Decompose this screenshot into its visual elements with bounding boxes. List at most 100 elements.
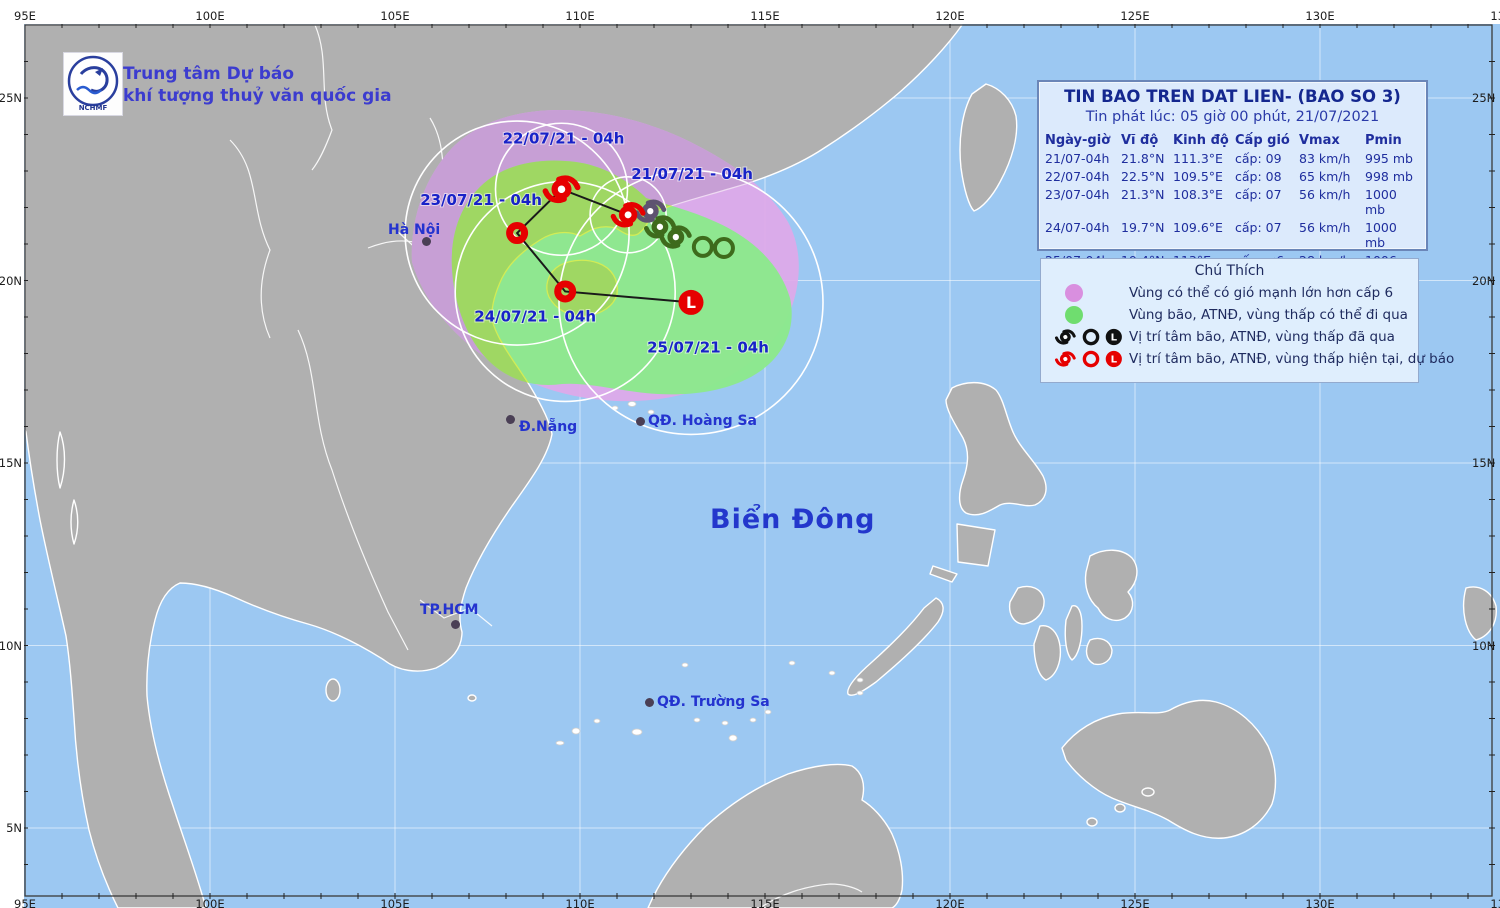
axis-label: 115E [750,897,780,908]
table-cell: 108.3°E [1173,187,1223,202]
table-cell: 109.5°E [1173,169,1223,184]
label-hoang-sa: QĐ. Hoàng Sa [648,413,757,429]
passage-area-icon [1065,306,1083,324]
agency-name-line2: khí tượng thuỷ văn quốc gia [123,86,392,106]
axis-label: 100E [195,9,225,23]
legend-item: Vùng bão, ATNĐ, vùng thấp có thể đi qua [1047,304,1412,326]
table-cell: 22/07-04h [1045,169,1110,184]
forecast-date-label: 24/07/21 - 04h [474,307,596,325]
forecast-date-label: 25/07/21 - 04h [647,338,769,356]
label-truong-sa: QĐ. Trường Sa [657,694,770,710]
left-margin [0,0,24,908]
axis-label: 95E [14,897,36,908]
typhoon-icon [1054,351,1076,367]
low-pressure-icon: L [1105,328,1122,346]
map-frame [24,24,1493,897]
legend-symbol: L [1047,326,1129,348]
typhoon-icon [634,199,667,223]
table-cell: 65 km/h [1299,169,1351,184]
wind-radius-circle [558,169,824,436]
table-cell: 19.7°N [1121,220,1165,235]
agency-name-line1: Trung tâm Dự báo [123,64,295,84]
nchmf-emblem-icon: NCHMF [67,55,119,112]
storm-ring-icon [712,237,735,260]
axis-label: 105E [380,897,410,908]
low-pressure-icon: L [678,289,704,315]
table-cell: 998 mb [1365,169,1413,184]
axis-label: 25N [0,91,22,105]
svg-text:L: L [1111,333,1118,344]
table-cell: 83 km/h [1299,151,1351,166]
city-marker-danang [506,415,515,424]
legend-label: Vùng có thể có gió mạnh lớn hơn cấp 6 [1129,285,1394,301]
axis-label: 25N [1472,91,1496,105]
top-margin [0,0,1500,24]
table-cell: 21.8°N [1121,151,1165,166]
wind-radius-circle [404,120,630,346]
legend-title: Chú Thích [1194,263,1265,279]
table-cell: cấp: 07 [1235,220,1282,235]
axis-label: 10N [0,638,22,653]
table-cell: cấp: 09 [1235,151,1282,166]
table-cell: cấp: 08 [1235,169,1282,184]
agency-name: Trung tâm Dự báo khí tượng thuỷ văn quốc… [123,63,392,107]
axis-label: 110E [565,9,595,23]
axis-label: 20N [1472,273,1496,288]
storm-track-layer: L 21/07/21 - 04h 22/07/21 - 04h 23/07/21 - … [404,120,824,436]
legend-symbol [1047,306,1129,324]
storm-ring-icon [554,280,577,303]
legend-symbol: L [1047,348,1129,370]
axis-label: 15N [1472,456,1496,470]
typhoon-icon [659,225,692,249]
storm-info-issued: Tin phát lúc: 05 giờ 00 phút, 21/07/2021 [1085,109,1380,125]
table-cell: 109.6°E [1173,220,1223,235]
table-cell: 21/07-04h [1045,151,1110,166]
table-cell: 1000 mb [1365,187,1397,217]
wind-radius-circle [494,122,629,257]
table-header: Vĩ độ [1121,133,1159,148]
table-cell: 21.3°N [1121,187,1165,202]
axis-label: 110E [565,897,595,908]
typhoon-icon [1054,329,1076,345]
marker-hoang-sa [636,417,645,426]
forecast-date-label: 21/07/21 - 04h [631,165,753,183]
axis-label: 130E [1305,9,1335,23]
table-header: Vmax [1299,133,1340,148]
storm-info-panel: TIN BAO TREN DAT LIEN- (BAO SO 3) Tin ph… [1037,80,1428,283]
table-cell: 56 km/h [1299,187,1351,202]
table-cell: 111.3°E [1173,151,1223,166]
axis-label: 120E [935,9,965,23]
axis-label: 130E [1305,897,1335,908]
svg-text:L: L [1111,355,1118,366]
legend-panel: Chú Thích Vùng có thể có gió mạnh lớn hơ… [1040,258,1454,383]
city-marker-tphcm [451,620,460,629]
axis-label: 135E [1490,897,1500,908]
past-position-icons: L [1054,328,1122,346]
axis-label: 105E [380,9,410,23]
typhoon-icon [644,215,676,239]
axis-label: 20N [0,273,22,288]
svg-text:NCHMF: NCHMF [79,104,108,112]
low-pressure-icon: L [1105,350,1122,368]
city-marker-hanoi [422,237,431,246]
table-cell: 22.5°N [1121,169,1165,184]
axis-label: 125E [1120,897,1150,908]
axis-label: 125E [1120,9,1150,23]
table-cell: 1000 mb [1365,220,1397,250]
table-cell: 56 km/h [1299,220,1351,235]
gale-area-icon [1065,284,1083,302]
storm-ring-icon [506,222,529,245]
marker-truong-sa [645,698,654,707]
axis-label: 135E [1490,9,1500,23]
legend-label: Vùng bão, ATNĐ, vùng thấp có thể đi qua [1129,307,1408,323]
forecast-table: Ngày-giờ Vĩ độ Kinh độ Cấp gió Vmax Pmin 21/07… [1045,133,1420,283]
axis-label: 10N [1472,638,1496,653]
forecast-track-line [515,188,692,304]
nchmf-logo: NCHMF [63,52,123,116]
table-header: Pmin [1365,133,1402,148]
city-label-danang: Đ.Nẵng [519,419,578,435]
forecast-position-icons: L [1054,350,1122,368]
legend-item: L Vị trí tâm bão, ATNĐ, vùng thấp hiện tạ… [1047,348,1454,370]
sea-label-bien-dong: Biển Đông [710,504,876,535]
